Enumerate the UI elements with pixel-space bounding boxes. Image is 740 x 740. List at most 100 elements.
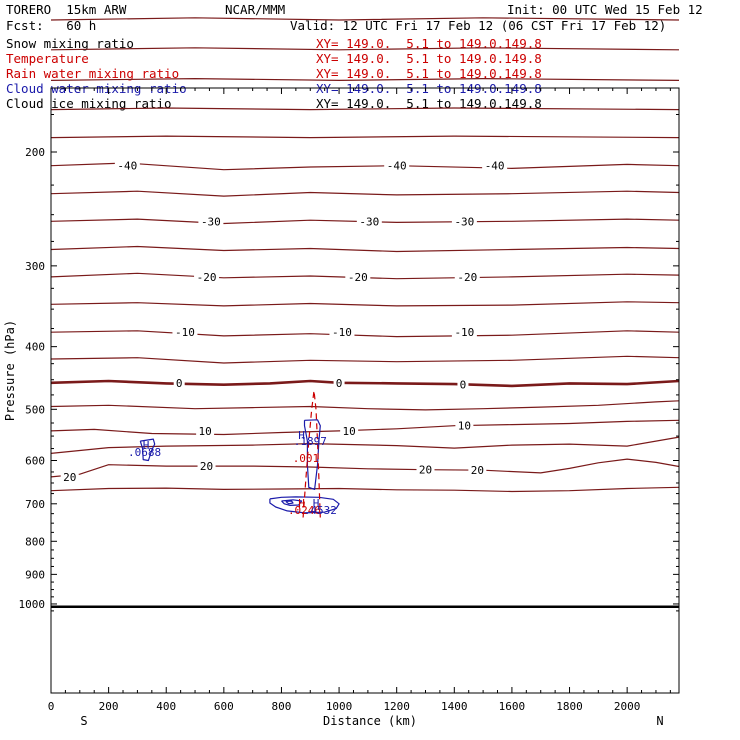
isotherm-label: -40 <box>485 160 505 173</box>
isotherm-line <box>50 419 680 436</box>
field-xy-temperature: XY= 149.0. 5.1 to 149.0.149.8 <box>316 51 542 66</box>
y-tick-label: 500 <box>25 403 45 416</box>
isotherm-label: -40 <box>117 160 137 173</box>
field-name-cloud-ice: Cloud ice mixing ratio <box>6 96 172 111</box>
isotherm-line <box>50 17 680 21</box>
y-tick-label: 900 <box>25 568 45 581</box>
extremum-label: .1897 <box>294 435 327 448</box>
isotherm-label: -10 <box>332 326 352 339</box>
isotherm-label: -30 <box>201 215 221 228</box>
isotherm-label: 20 <box>200 460 213 473</box>
isotherm-label-bg <box>455 419 474 432</box>
isotherm-label-bg <box>329 326 355 339</box>
x-tick-label: 600 <box>214 700 234 713</box>
y-tick-label: 400 <box>25 341 45 354</box>
isotherm-label: 0 <box>460 379 467 392</box>
isotherm-label-bg <box>172 326 198 339</box>
x-axis-label: Distance (km) <box>323 714 417 728</box>
isotherm-line <box>50 78 680 81</box>
y-axis-label: Pressure (hPa) <box>3 320 17 421</box>
isotherm-label-bg <box>173 376 185 389</box>
isotherm-label: 0 <box>336 377 343 390</box>
isotherm-label-bg <box>114 159 140 172</box>
isotherm-label: 0 <box>176 377 183 390</box>
plot-frame <box>50 87 680 694</box>
isotherm-label: 20 <box>471 464 484 477</box>
x-tick-label: 1400 <box>441 700 468 713</box>
isotherm-line <box>50 436 680 454</box>
x-tick-label: 2000 <box>614 700 641 713</box>
x-tick-label: 1600 <box>499 700 526 713</box>
x-axis-end-label-left: S <box>80 714 87 728</box>
init-time: Init: 00 UTC Wed 15 Feb 12 <box>507 2 703 17</box>
top-label: .00055? <box>75 0 119 1</box>
isotherm-label: -10 <box>175 326 195 339</box>
isotherm-label-bg <box>384 159 410 172</box>
field-name-temperature: Temperature <box>6 51 89 66</box>
isotherm-line <box>50 301 680 307</box>
isotherm-line <box>50 379 680 388</box>
isotherm-line <box>50 330 680 338</box>
extremum-label: .001 <box>293 452 320 465</box>
cloud-water-contour <box>269 496 340 514</box>
x-tick-label: 1200 <box>383 700 410 713</box>
isotherm-label-bg <box>451 215 477 228</box>
extremum-label: H <box>298 497 305 510</box>
y-tick-label: 700 <box>25 498 45 511</box>
isotherm-label: 10 <box>198 425 211 438</box>
field-xy-snow: XY= 149.0. 5.1 to 149.0.149.8 <box>316 36 542 51</box>
isotherm-line <box>50 135 680 139</box>
isotherm-label-bg <box>345 270 371 283</box>
model-title: TORERO 15km ARW <box>6 2 127 17</box>
isotherm-label-bg <box>198 215 224 228</box>
isotherm-label: 10 <box>343 425 356 438</box>
isotherm-label-bg <box>60 470 79 483</box>
isotherm-label-bg <box>457 378 469 391</box>
x-tick-label: 400 <box>156 700 176 713</box>
y-tick-label: 300 <box>25 260 45 273</box>
field-name-snow: Snow mixing ratio <box>6 36 134 51</box>
extremum-label: H <box>313 497 320 510</box>
isotherm-label: -20 <box>457 271 477 284</box>
isotherm-line <box>50 355 680 364</box>
x-tick-label: 1800 <box>556 700 583 713</box>
x-tick-label: 800 <box>272 700 292 713</box>
isotherm-label: -30 <box>454 215 474 228</box>
extremum-label: H <box>143 439 150 452</box>
extremum-label: .4532 <box>304 504 337 517</box>
isotherm-label: -20 <box>197 271 217 284</box>
isotherm-label-bg <box>194 270 220 283</box>
isotherm-line <box>50 400 680 411</box>
isotherm-line <box>50 486 680 493</box>
x-tick-label: 200 <box>99 700 119 713</box>
isotherm-label-bg <box>416 463 435 476</box>
y-tick-label: 200 <box>25 146 45 159</box>
isotherm-label-bg <box>451 326 477 339</box>
isotherm-label-bg <box>340 424 359 437</box>
extremum-label: .0246 <box>288 504 321 517</box>
isotherm-label: 20 <box>419 464 432 477</box>
x-tick-label: 0 <box>48 700 55 713</box>
top-label: .00001036 <box>616 0 673 1</box>
org-title: NCAR/MMM <box>225 2 286 17</box>
forecast-hour: Fcst: 60 h <box>6 18 97 33</box>
isotherm-label: 20 <box>63 471 76 484</box>
field-xy-cloud-ice: XY= 149.0. 5.1 to 149.0.149.8 <box>316 96 542 111</box>
top-label: .00005928 <box>239 0 296 1</box>
isotherm-label-bg <box>196 424 215 437</box>
isotherm-label-bg <box>468 464 487 477</box>
isotherm-label: -20 <box>348 271 368 284</box>
isotherm-label-bg <box>333 376 345 389</box>
isotherm-label-bg <box>356 215 382 228</box>
y-tick-label: 1000 <box>19 598 46 611</box>
x-tick-label: 1000 <box>326 700 353 713</box>
extremum-label: .0688 <box>128 446 161 459</box>
rain-contour <box>302 390 321 518</box>
field-name-rain: Rain water mixing ratio <box>6 66 180 81</box>
isotherm-line <box>50 190 680 197</box>
isotherm-label-bg <box>197 460 216 473</box>
extremum-label: H <box>298 429 305 442</box>
isotherm-line <box>50 47 680 51</box>
cloud-water-contour <box>281 499 303 506</box>
isotherm-label: -30 <box>359 215 379 228</box>
